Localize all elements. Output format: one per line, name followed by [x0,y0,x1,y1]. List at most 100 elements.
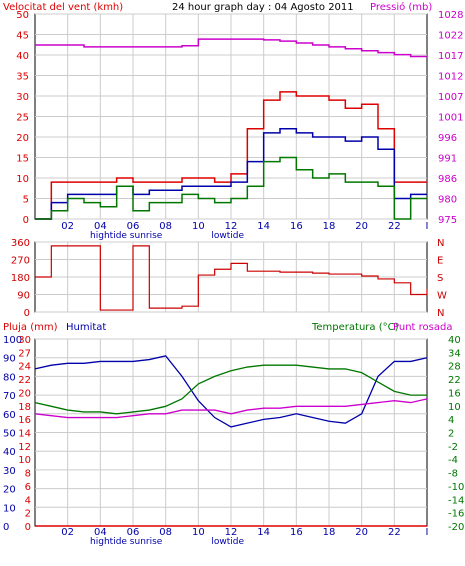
compass-tick-label: W [437,291,447,302]
temperature-tick-label: 10 [448,402,461,413]
wind-tick-label: 15 [16,154,29,165]
wind-tick-label: 30 [16,92,29,103]
temperature-tick-label: 16 [448,388,461,399]
x-tick-label: 08 [159,221,172,232]
x-tick-label: 14 [257,527,270,538]
wind-tick-label: 45 [16,31,29,42]
x-tick-label: 22 [388,527,401,538]
rain-tick-label: 20 [18,388,31,399]
temperature-tick-label: -14 [448,495,464,506]
temperature-tick-label: -2 [448,442,458,453]
humidity-axis-title: Humitat [66,322,106,333]
compass-tick-label: S [437,273,443,284]
pressure-tick-label: 1007 [438,92,463,103]
pressure-tick-label: 975 [438,215,457,226]
humidity-tick-label: 90 [3,354,16,365]
series-line-gust_low [35,156,427,220]
x-tick-label: 02 [61,221,74,232]
wind-axis-title: Velocitat del vent (kmh) [3,2,123,13]
series-line-dewpoint [34,398,428,419]
x-tick-label: 04 [94,527,107,538]
direction-tick-label: 270 [11,256,30,267]
dewpoint-axis-title: Punt rosada [393,322,452,333]
chart-title: 24 hour graph day : 04 Agosto 2011 [172,2,354,13]
rain-tick-label: 16 [18,415,31,426]
humidity-tick-label: 20 [3,485,16,496]
humidity-tick-label: 10 [3,503,16,514]
x-tick-label: 16 [290,527,303,538]
x-tick-label: 12 [225,527,238,538]
x-tick-label: I [426,221,429,232]
wind-tick-label: 40 [16,51,29,62]
series-line-pressure [35,38,428,58]
temperature-axis-title: Temperatura (°C) [311,322,399,333]
direction-tick-label: 360 [11,238,30,249]
x-tick-label: 18 [323,527,336,538]
rain-tick-label: 14 [18,429,31,440]
humidity-tick-label: 80 [3,372,16,383]
direction-tick-label: 180 [11,273,30,284]
x-tick-label: 20 [355,527,368,538]
x-tick-label: 10 [192,527,205,538]
series-line-wind_avg [35,128,427,220]
wind-tick-label: 20 [16,133,29,144]
compass-tick-label: N [437,238,444,249]
series-line-humidity [34,355,428,428]
pressure-tick-label: 1001 [438,113,463,124]
humidity-tick-label: 0 [3,522,9,533]
temperature-tick-label: -20 [448,522,464,533]
wind-tick-label: 25 [16,113,29,124]
event-label: sunrise [130,537,163,547]
rain-tick-label: 6 [25,482,31,493]
pressure-tick-label: 991 [438,154,457,165]
wind-tick-label: 35 [16,72,29,83]
temperature-tick-label: 40 [448,335,461,346]
x-tick-label: 06 [127,221,140,232]
rain-tick-label: 2 [25,509,31,520]
series-line-wind [35,91,427,220]
wind-tick-label: 50 [16,10,29,21]
temperature-tick-label: -16 [448,509,464,520]
wind-tick-label: 5 [23,195,29,206]
humidity-tick-label: 30 [3,466,16,477]
pressure-tick-label: 1028 [438,10,463,21]
x-tick-label: I [426,527,429,538]
event-label: sunrise [130,231,163,241]
pressure-axis-title: Pressió (mb) [370,1,432,13]
temperature-tick-label: 22 [448,375,461,386]
temperature-tick-label: 2 [448,429,454,440]
temperature-tick-label: -8 [448,469,458,480]
rain-tick-label: 22 [18,375,31,386]
x-tick-label: 04 [94,221,107,232]
temperature-tick-label: -4 [448,455,458,466]
rain-tick-label: 30 [18,335,31,346]
x-tick-label: 10 [192,221,205,232]
rain-tick-label: 10 [18,455,31,466]
humidity-tick-label: 40 [3,447,16,458]
humidity-tick-label: 100 [3,335,22,346]
rain-tick-label: 27 [18,348,31,359]
temperature-tick-label: -10 [448,482,464,493]
x-tick-label: 22 [388,221,401,232]
temperature-tick-label: 4 [448,415,454,426]
x-tick-label: 06 [127,527,140,538]
event-label: hightide [90,231,127,241]
compass-tick-label: N [437,308,444,319]
rain-tick-label: 0 [25,522,31,533]
compass-tick-label: E [437,256,443,267]
rain-tick-label: 8 [25,469,31,480]
series-line-temperature [34,364,427,415]
event-label: lowtide [211,231,244,241]
x-tick-label: 12 [225,221,238,232]
pressure-tick-label: 986 [438,174,457,185]
rain-tick-label: 12 [18,442,31,453]
x-tick-label: 02 [61,527,74,538]
wind-tick-label: 10 [16,174,29,185]
pressure-tick-label: 1022 [438,31,463,42]
rain-axis-title: Pluja (mm) [3,322,58,333]
direction-tick-label: 90 [17,291,30,302]
pressure-tick-label: 996 [438,133,457,144]
rain-tick-label: 24 [18,362,31,373]
event-label: lowtide [211,537,244,547]
x-tick-label: 14 [257,221,270,232]
